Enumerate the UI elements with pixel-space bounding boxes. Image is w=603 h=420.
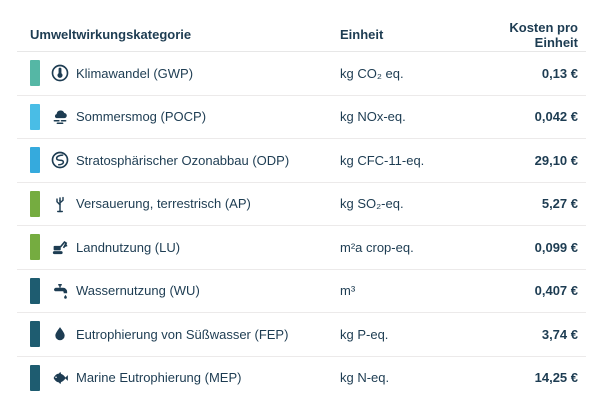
unit-value: kg P-eq.	[340, 326, 389, 342]
smog-icon	[51, 108, 69, 126]
impact-cost-table: Umweltwirkungskategorie Einheit Kosten p…	[17, 18, 586, 399]
cost-value: 0,407 €	[534, 283, 578, 299]
category-label: Versauerung, terrestrisch (AP)	[76, 196, 251, 212]
cost-value: 29,10 €	[534, 152, 578, 168]
category-label: Sommersmog (POCP)	[76, 109, 207, 125]
water-drop-icon	[51, 325, 69, 343]
unit-value: kg N-eq.	[340, 370, 390, 386]
cost-value: 3,74 €	[541, 326, 578, 342]
category-color-bar	[30, 234, 40, 261]
category-label: Klimawandel (GWP)	[76, 65, 194, 81]
column-header-cost: Kosten pro Einheit	[509, 19, 578, 50]
category-color-bar	[30, 321, 40, 348]
dead-tree-icon	[51, 195, 69, 213]
column-header-category: Umweltwirkungskategorie	[30, 27, 192, 42]
unit-value: m²a crop-eq.	[340, 239, 414, 255]
category-color-bar	[30, 60, 40, 87]
table-row: Landnutzung (LU) m²a crop-eq. 0,099 €	[17, 226, 586, 270]
category-color-bar	[30, 277, 40, 304]
category-label: Eutrophierung von Süßwasser (FEP)	[76, 326, 289, 342]
category-label: Wassernutzung (WU)	[76, 283, 200, 299]
category-color-bar	[30, 147, 40, 174]
category-color-bar	[30, 190, 40, 217]
table-row: Eutrophierung von Süßwasser (FEP) kg P-e…	[17, 313, 586, 357]
cost-value: 0,042 €	[534, 109, 578, 125]
ozone-globe-icon	[51, 151, 69, 169]
table-header: Umweltwirkungskategorie Einheit Kosten p…	[17, 18, 586, 52]
table-body: Klimawandel (GWP) kg CO₂ eq. 0,13 € Somm…	[17, 52, 586, 399]
cost-value: 0,13 €	[541, 65, 578, 81]
table-row: Stratosphärischer Ozonabbau (ODP) kg CFC…	[17, 139, 586, 183]
cost-value: 0,099 €	[534, 239, 578, 255]
category-label: Stratosphärischer Ozonabbau (ODP)	[76, 152, 290, 168]
cost-value: 5,27 €	[541, 196, 578, 212]
faucet-icon	[51, 282, 69, 300]
fish-icon	[51, 369, 69, 387]
table-row: Sommersmog (POCP) kg NOx-eq. 0,042 €	[17, 96, 586, 139]
category-label: Marine Eutrophierung (MEP)	[76, 370, 242, 386]
table-row: Versauerung, terrestrisch (AP) kg SO₂-eq…	[17, 183, 586, 226]
unit-value: m³	[340, 283, 356, 299]
excavator-icon	[51, 238, 69, 256]
table-row: Marine Eutrophierung (MEP) kg N-eq. 14,2…	[17, 357, 586, 400]
table-row: Klimawandel (GWP) kg CO₂ eq. 0,13 €	[17, 52, 586, 96]
cost-value: 14,25 €	[534, 370, 578, 386]
unit-value: kg CFC-11-eq.	[340, 152, 425, 168]
unit-value: kg CO₂ eq.	[340, 65, 404, 81]
table-row: Wassernutzung (WU) m³ 0,407 €	[17, 270, 586, 313]
category-color-bar	[30, 364, 40, 391]
unit-value: kg SO₂-eq.	[340, 196, 404, 212]
unit-value: kg NOx-eq.	[340, 109, 406, 125]
thermometer-globe-icon	[51, 64, 69, 82]
column-header-unit: Einheit	[340, 27, 384, 42]
category-label: Landnutzung (LU)	[76, 239, 181, 255]
category-color-bar	[30, 103, 40, 130]
